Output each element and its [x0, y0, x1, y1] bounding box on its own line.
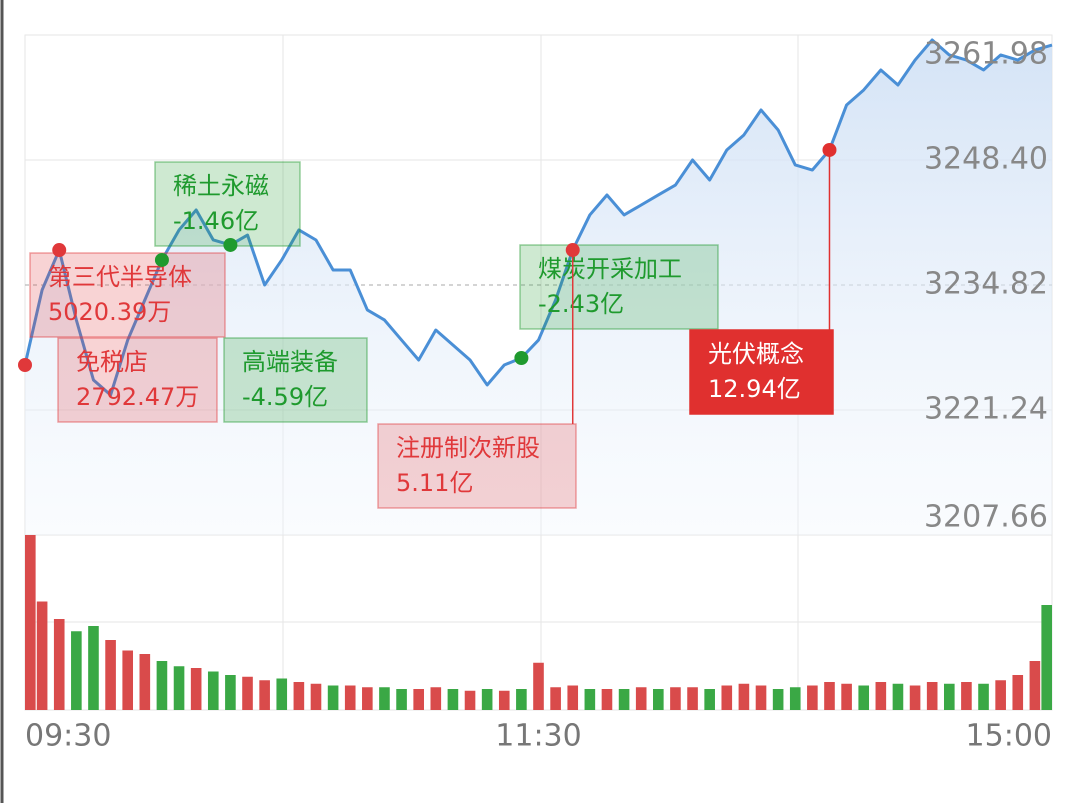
annotation-amount: 5.11亿	[396, 469, 473, 497]
annotation-box	[223, 337, 368, 423]
volume-bar	[25, 535, 36, 710]
y-tick-label: 3207.66	[924, 500, 1048, 535]
volume-bar	[961, 682, 972, 710]
x-tick-label: 11:30	[495, 719, 581, 754]
volume-bar	[139, 654, 151, 710]
volume-bar	[310, 683, 322, 710]
volume-bar	[516, 689, 527, 710]
volume-bar	[156, 661, 168, 710]
volume-bar	[601, 689, 613, 710]
volume-bar	[53, 619, 65, 710]
volume-bar	[207, 671, 219, 710]
annotation-dot	[154, 252, 169, 267]
volume-bar	[276, 678, 288, 710]
annotation-label: 第三代半导体	[48, 263, 192, 291]
volume-bar	[447, 689, 459, 710]
volume-bar	[892, 683, 904, 710]
volume-bar	[242, 676, 253, 710]
volume-bar	[978, 683, 989, 710]
annotation-label: 免税店	[76, 348, 148, 376]
volume-bar	[618, 689, 630, 710]
volume-bar	[824, 682, 835, 710]
volume-bar	[858, 685, 870, 710]
volume-bar	[687, 687, 698, 710]
x-tick-label: 15:00	[966, 719, 1052, 754]
annotation-amount: 12.94亿	[708, 375, 801, 403]
volume-bar	[635, 687, 647, 710]
annotation-label: 高端装备	[242, 348, 338, 376]
annotation-box	[29, 252, 226, 338]
volume-bar	[259, 680, 270, 710]
volume-bar	[379, 687, 390, 710]
volume-bar	[396, 689, 407, 710]
volume-bar	[909, 685, 921, 710]
volume-bar	[1012, 675, 1024, 710]
volume-bar	[327, 685, 339, 710]
volume-bar	[943, 683, 955, 710]
annotation-label: 稀土永磁	[173, 172, 269, 200]
x-tick-label: 09:30	[25, 719, 111, 754]
volume-bar	[772, 689, 784, 710]
volume-bar	[88, 626, 99, 710]
volume-bar	[704, 689, 715, 710]
volume-bar	[738, 683, 750, 710]
volume-bar	[875, 682, 887, 710]
annotation-box	[377, 423, 577, 509]
volume-bar	[721, 685, 733, 710]
price-line	[23, 38, 1053, 397]
annotation-dot	[565, 243, 580, 258]
volume-bar	[1029, 661, 1041, 710]
y-tick-label: 3234.82	[924, 267, 1048, 302]
annotation-box	[519, 244, 719, 330]
volume-bar	[841, 683, 852, 710]
y-tick-label: 3261.98	[924, 37, 1048, 72]
annotation-amount: -4.59亿	[242, 383, 328, 411]
volume-bar	[533, 662, 544, 710]
y-tick-label: 3248.40	[924, 142, 1048, 177]
volume-bar	[105, 640, 116, 710]
annotation-dot	[52, 243, 67, 258]
volume-bar	[755, 685, 767, 710]
annotation-amount: 5020.39万	[48, 298, 171, 326]
annotation-label: 煤炭开采加工	[538, 255, 682, 283]
volume-bar	[567, 685, 579, 710]
volume-bar	[173, 666, 185, 710]
volume-bar	[550, 687, 561, 710]
volume-bar	[653, 689, 664, 710]
annotation-dot	[514, 350, 529, 365]
annotation-dot	[223, 237, 238, 252]
volume-bar	[481, 689, 493, 710]
volume-bar	[225, 675, 236, 710]
volume-bar	[464, 690, 476, 710]
annotation-dot	[822, 142, 837, 157]
annotation-amount: 2792.47万	[76, 383, 199, 411]
volume-bar	[344, 685, 356, 710]
annotation-box	[57, 337, 218, 423]
volume-bar	[789, 687, 801, 710]
volume-bar	[430, 687, 442, 710]
volume-bar	[36, 601, 48, 710]
annotation-box	[689, 329, 834, 415]
volume-bar	[293, 682, 305, 710]
annotation-amount: -2.43亿	[538, 290, 624, 318]
annotation-dot	[18, 357, 32, 372]
annotation-label: 光伏概念	[708, 340, 804, 368]
volume-bar	[498, 690, 510, 710]
annotation-label: 注册制次新股	[396, 434, 540, 462]
volume-bar	[807, 685, 818, 710]
volume-bar	[122, 650, 134, 710]
y-tick-label: 3221.24	[924, 392, 1048, 427]
volume-bar	[190, 668, 202, 710]
volume-bar	[995, 680, 1006, 710]
volume-bar	[1041, 605, 1052, 710]
annotation-box	[154, 161, 301, 247]
volume-bar	[71, 631, 82, 710]
volume-bar	[362, 687, 373, 710]
volume-bar	[584, 689, 596, 710]
volume-bar	[413, 689, 424, 710]
volume-bar	[670, 687, 681, 710]
volume-bar	[926, 682, 938, 710]
annotation-amount: -1.46亿	[173, 207, 259, 235]
